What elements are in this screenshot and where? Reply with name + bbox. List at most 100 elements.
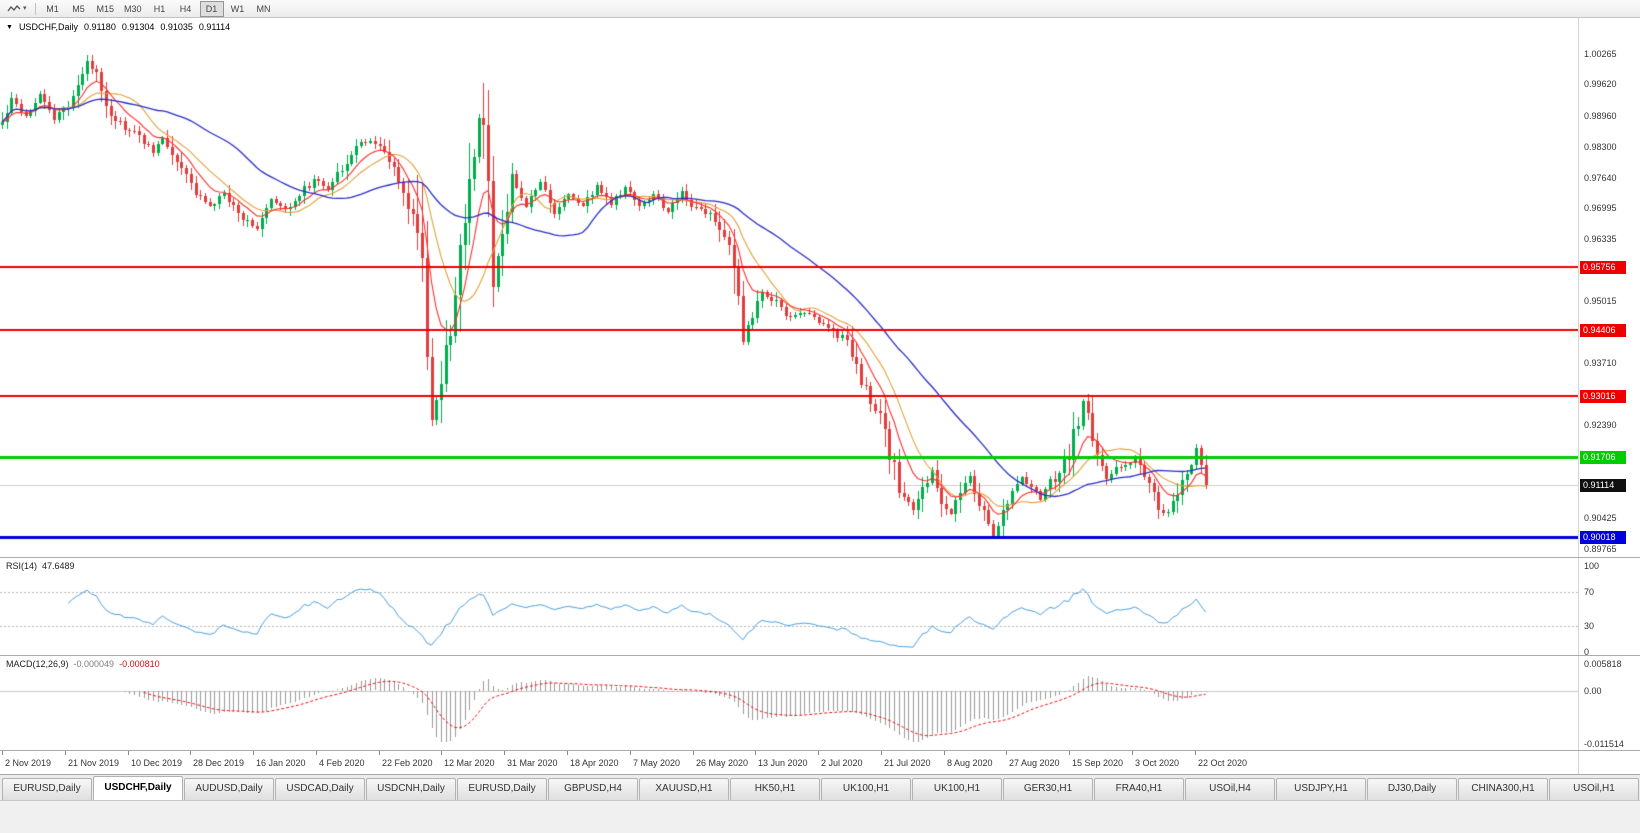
macd-signal-value: -0.000810 (119, 659, 160, 669)
rsi-axis-tick: 70 (1584, 587, 1595, 597)
ohlc-open: 0.91180 (83, 22, 116, 32)
chart-tab-usdcnh-daily[interactable]: USDCNH,Daily (366, 778, 456, 800)
timeframe-button-d1[interactable]: D1 (199, 0, 224, 17)
price-axis-tick: 0.96335 (1584, 234, 1617, 244)
toolbar-separator (34, 2, 36, 15)
chart-tab-hk50-h1[interactable]: HK50,H1 (730, 778, 820, 800)
date-tick-mark (1195, 751, 1196, 755)
date-tick-mark (253, 751, 254, 755)
price-axis-tick: 0.92390 (1584, 420, 1617, 430)
price-axis-tick: 0.98300 (1584, 142, 1617, 152)
rsi-macd-splitter[interactable] (0, 655, 1640, 656)
chart-tab-usdcad-daily[interactable]: USDCAD,Daily (275, 778, 365, 800)
ohlc-close: 0.91114 (198, 22, 231, 32)
macd-main-value: -0.000049 (73, 659, 115, 669)
date-axis[interactable]: 2 Nov 2019 21 Nov 2019 10 Dec 2019 28 Dec 2… (0, 751, 1578, 774)
chart-tab-eurusd-daily[interactable]: EURUSD,Daily (2, 778, 92, 800)
date-tick-mark (944, 751, 945, 755)
date-label: 2 Jul 2020 (821, 758, 863, 768)
chart-tab-dj30-daily[interactable]: DJ30,Daily (1367, 778, 1457, 800)
price-axis-tick: 0.90425 (1584, 513, 1617, 523)
date-tick-mark (881, 751, 882, 755)
timeframe-button-h1[interactable]: H1 (153, 3, 166, 14)
timeframe-button-w1[interactable]: W1 (230, 3, 245, 14)
date-tick-mark (441, 751, 442, 755)
ohlc-low: 0.91035 (160, 22, 193, 32)
chart-tab-usoil-h4[interactable]: USOil,H4 (1185, 778, 1275, 800)
level-price-badge-resistance[interactable]: 0.93016 (1580, 390, 1626, 403)
date-tick-mark (379, 751, 380, 755)
macd-axis-tick: 0.005818 (1584, 659, 1622, 669)
date-tick-mark (693, 751, 694, 755)
chart-tab-uk100-h1[interactable]: UK100,H1 (912, 778, 1002, 800)
chart-tab-eurusd-daily[interactable]: EURUSD,Daily (457, 778, 547, 800)
date-label: 28 Dec 2019 (193, 758, 245, 768)
collapse-arrow-icon[interactable]: ▼ (6, 23, 13, 31)
date-tick-mark (190, 751, 191, 755)
date-label: 26 May 2020 (696, 758, 749, 768)
level-price-badge-support[interactable]: 0.91706 (1580, 451, 1626, 464)
timeframe-button-mn[interactable]: MN (256, 3, 271, 14)
timeframe-button-m1[interactable]: M1 (46, 3, 59, 14)
chart-ohlc-readout: ▼ USDCHF,Daily 0.91180 0.91304 0.91035 0… (6, 22, 230, 32)
chart-tab-bar: EURUSD,Daily USDCHF,Daily AUDUSD,Daily USDC… (0, 774, 1640, 800)
chart-tab-usdjpy-h1[interactable]: USDJPY,H1 (1276, 778, 1366, 800)
price-axis-tick: 0.93710 (1584, 358, 1617, 368)
rsi-panel-canvas[interactable] (0, 558, 1578, 655)
price-axis-tick: 0.98960 (1584, 111, 1617, 121)
date-tick-mark (1132, 751, 1133, 755)
price-axis[interactable]: 1.00265 0.99620 0.98960 0.98300 0.97640 0.969… (1578, 18, 1640, 774)
timeframe-button-m30[interactable]: M30 (124, 3, 142, 14)
date-label: 12 Mar 2020 (444, 758, 495, 768)
status-strip (0, 800, 1640, 833)
rsi-value: 47.6489 (42, 561, 75, 571)
level-price-badge-resistance[interactable]: 0.94406 (1580, 324, 1626, 337)
timeframe-button-m5[interactable]: M5 (72, 3, 85, 14)
macd-dates-splitter (0, 750, 1640, 751)
date-label: 22 Feb 2020 (382, 758, 433, 768)
chart-tab-audusd-daily[interactable]: AUDUSD,Daily (184, 778, 274, 800)
date-label: 10 Dec 2019 (131, 758, 183, 768)
chevron-down-icon: ▾ (23, 4, 27, 12)
date-tick-mark (1069, 751, 1070, 755)
price-axis-tick: 0.95015 (1584, 296, 1617, 306)
macd-name: MACD(12,26,9) (6, 659, 69, 669)
timeframe-button-h4[interactable]: H4 (179, 3, 192, 14)
date-label: 7 May 2020 (633, 758, 681, 768)
date-tick-mark (567, 751, 568, 755)
price-axis-tick: 0.99620 (1584, 79, 1617, 89)
rsi-axis-tick: 100 (1584, 561, 1600, 571)
price-axis-tick: 0.89765 (1584, 544, 1617, 554)
level-price-badge-support[interactable]: 0.90018 (1580, 531, 1626, 544)
date-label: 2 Nov 2019 (5, 758, 52, 768)
chart-tab-ger30-h1[interactable]: GER30,H1 (1003, 778, 1093, 800)
macd-panel-canvas[interactable] (0, 656, 1578, 750)
chart-rsi-splitter[interactable] (0, 557, 1640, 558)
macd-label: MACD(12,26,9) -0.000049 -0.000810 (6, 659, 160, 669)
date-tick-mark (2, 751, 3, 755)
timeframe-button-m15[interactable]: M15 (96, 3, 115, 14)
chart-tab-fra40-h1[interactable]: FRA40,H1 (1094, 778, 1184, 800)
date-tick-mark (316, 751, 317, 755)
date-tick-mark (128, 751, 129, 755)
toolbar: ▾ M1 M5 M15 M30 H1 H4 D1 W1 MN (0, 0, 1640, 18)
date-label: 21 Jul 2020 (884, 758, 931, 768)
date-label: 27 Aug 2020 (1009, 758, 1060, 768)
chart-tab-xauusd-h1[interactable]: XAUUSD,H1 (639, 778, 729, 800)
date-label: 15 Sep 2020 (1072, 758, 1124, 768)
chart-tab-china300-h1[interactable]: CHINA300,H1 (1458, 778, 1548, 800)
level-price-badge-resistance[interactable]: 0.95756 (1580, 261, 1626, 274)
date-tick-mark (630, 751, 631, 755)
chart-tab-usoil-h1[interactable]: USOil,H1 (1549, 778, 1639, 800)
chart-type-menu-button[interactable]: ▾ (4, 3, 30, 15)
rsi-axis-tick: 0 (1584, 647, 1590, 657)
chart-tab-usdchf-daily[interactable]: USDCHF,Daily (93, 776, 183, 800)
rsi-axis-tick: 30 (1584, 621, 1595, 631)
chart-tab-uk100-h1[interactable]: UK100,H1 (821, 778, 911, 800)
chart-symbol-label: USDCHF,Daily (18, 22, 78, 32)
chart-tab-gbpusd-h4[interactable]: GBPUSD,H4 (548, 778, 638, 800)
date-label: 31 Mar 2020 (507, 758, 558, 768)
main-chart-canvas[interactable] (0, 18, 1578, 557)
date-label: 16 Jan 2020 (256, 758, 306, 768)
